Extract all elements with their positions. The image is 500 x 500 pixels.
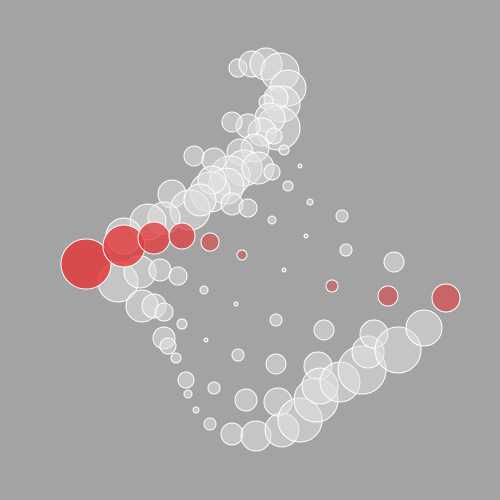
red-bubble: [102, 224, 146, 268]
white-bubble: [192, 406, 200, 414]
white-bubble: [203, 337, 209, 343]
white-bubble: [281, 267, 287, 273]
white-bubble: [335, 209, 349, 223]
white-bubble: [183, 145, 205, 167]
red-bubble: [236, 249, 248, 261]
white-bubble: [199, 285, 209, 295]
white-bubble: [221, 111, 243, 133]
white-bubble: [263, 163, 281, 181]
white-bubble: [233, 301, 239, 307]
white-bubble: [203, 417, 217, 431]
white-bubble: [339, 243, 353, 257]
white-bubble: [269, 313, 283, 327]
red-bubble: [325, 279, 339, 293]
white-bubble: [177, 371, 195, 389]
white-bubble: [297, 163, 303, 169]
white-bubble: [313, 319, 335, 341]
white-bubble: [220, 422, 244, 446]
white-bubble: [238, 198, 258, 218]
white-bubble: [183, 389, 193, 399]
white-bubble: [170, 352, 182, 364]
white-bubble: [383, 251, 405, 273]
white-bubble-group: [97, 47, 443, 452]
white-bubble: [168, 266, 188, 286]
white-bubble: [154, 302, 174, 322]
red-bubble: [200, 232, 220, 252]
red-bubble: [60, 238, 112, 290]
red-bubble: [431, 283, 461, 313]
white-bubble: [306, 198, 314, 206]
red-bubble: [137, 221, 171, 255]
white-bubble: [265, 353, 287, 375]
white-bubble: [265, 127, 283, 145]
white-bubble: [231, 348, 245, 362]
white-bubble: [405, 309, 443, 347]
white-bubble: [282, 180, 294, 192]
white-bubble: [234, 388, 258, 412]
white-bubble: [278, 144, 290, 156]
red-bubble-group: [60, 221, 461, 313]
white-bubble: [159, 337, 177, 355]
white-bubble: [176, 318, 188, 330]
red-bubble: [377, 285, 399, 307]
white-bubble: [267, 215, 277, 225]
white-bubble: [207, 381, 221, 395]
red-bubble: [168, 222, 196, 250]
white-bubble: [183, 183, 217, 217]
white-bubble: [303, 233, 309, 239]
white-bubble: [148, 258, 172, 282]
